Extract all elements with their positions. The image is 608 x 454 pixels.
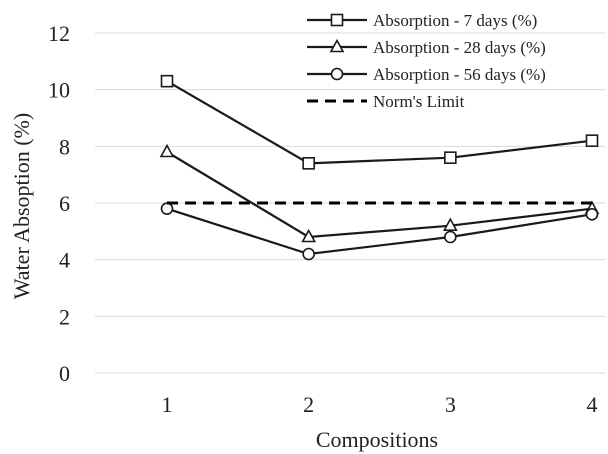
legend-marker-1 <box>330 13 344 27</box>
series-2 <box>159 143 600 243</box>
y-tick-label-0: 0 <box>59 361 70 386</box>
legend-item-3: Absorption - 56 days (%) <box>307 65 546 84</box>
x-axis-title: Compositions <box>316 427 438 452</box>
y-tick-label-12: 12 <box>48 21 70 46</box>
y-tick-label-2: 2 <box>59 304 70 329</box>
legend-item-4: Norm's Limit <box>307 92 465 111</box>
x-tick-label-3: 3 <box>445 392 456 417</box>
x-tick-label-4: 4 <box>587 392 598 417</box>
legend: Absorption - 7 days (%) Absorption - 28 d… <box>307 11 546 111</box>
x-tick-label-2: 2 <box>303 392 314 417</box>
legend-label-2: Absorption - 28 days (%) <box>373 38 546 57</box>
series-3-point-1 <box>160 202 174 215</box>
series-3-point-4 <box>585 208 599 221</box>
legend-label-1: Absorption - 7 days (%) <box>373 11 537 30</box>
series-1-point-3 <box>444 151 457 164</box>
legend-marker-2 <box>329 38 345 53</box>
series-layer <box>159 74 600 261</box>
legend-label-4: Norm's Limit <box>373 92 465 111</box>
legend-item-1: Absorption - 7 days (%) <box>307 11 537 30</box>
x-tick-label-1: 1 <box>162 392 173 417</box>
y-tick-label-10: 10 <box>48 78 70 103</box>
y-tick-label-4: 4 <box>59 248 70 273</box>
legend-label-3: Absorption - 56 days (%) <box>373 65 546 84</box>
y-axis-title: Water Absoption (%) <box>9 113 34 299</box>
series-3-line <box>166 207 593 256</box>
y-tick-label-6: 6 <box>59 191 70 216</box>
y-tick-label-8: 8 <box>59 134 70 159</box>
series-1-point-2 <box>302 157 315 170</box>
series-1-line <box>166 80 593 165</box>
series-3-point-2 <box>302 247 315 261</box>
series-3 <box>160 202 599 261</box>
legend-item-2: Absorption - 28 days (%) <box>307 38 546 57</box>
series-2-point-1 <box>159 143 175 158</box>
legend-marker-3 <box>330 67 344 81</box>
series-2-point-3 <box>442 217 458 231</box>
series-1-point-1 <box>160 74 174 88</box>
x-axis-ticks: 1 2 3 4 <box>162 392 598 417</box>
series-1-point-4 <box>585 134 599 147</box>
series-2-line <box>166 151 593 239</box>
y-axis-ticks: 0 2 4 6 8 10 12 <box>48 21 70 386</box>
series-1 <box>160 74 599 170</box>
series-2-point-2 <box>301 228 317 243</box>
series-3-point-3 <box>444 230 457 244</box>
